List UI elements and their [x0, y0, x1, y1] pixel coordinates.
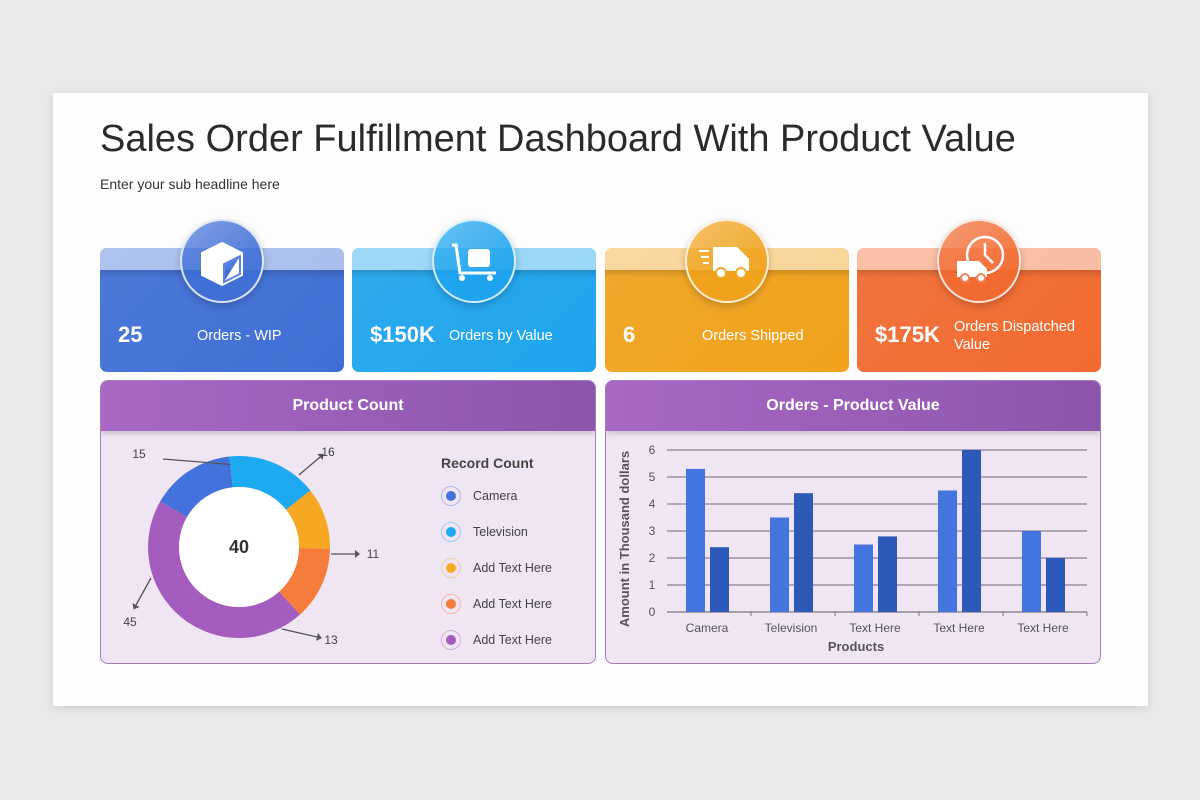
slice-label: 16: [321, 445, 335, 459]
page-subtitle: Enter your sub headline here: [100, 176, 280, 192]
donut-slice: [229, 456, 311, 510]
donut-slice: [160, 456, 233, 517]
donut-hole: [179, 487, 299, 607]
legend-dot-icon: [441, 522, 461, 542]
delivery-van-icon: [699, 247, 749, 279]
kpi-value: $175K: [875, 322, 940, 347]
kpi-card: $175K Orders Dispatched Value: [857, 219, 1101, 372]
callout-arrow: [281, 628, 318, 638]
donut-slice: [148, 501, 300, 638]
x-tick-label: Text Here: [1017, 621, 1069, 635]
slice-label: 11: [367, 547, 380, 561]
donut-center-label: 40: [229, 537, 249, 557]
slice-label: 13: [324, 633, 338, 647]
hand-truck-icon: [452, 243, 496, 281]
y-tick-label: 5: [649, 470, 656, 484]
x-axis-label: Products: [828, 639, 884, 654]
legend-label: Camera: [473, 489, 518, 503]
legend-dot-icon: [441, 558, 461, 578]
callout-arrow: [135, 577, 152, 606]
legend-label: Add Text Here: [473, 597, 552, 611]
kpi-card: 25 Orders - WIP: [100, 219, 344, 372]
bar: [938, 490, 957, 612]
x-tick-label: Camera: [686, 621, 729, 635]
box-icon: [201, 242, 243, 286]
kpi-label: Orders Dispatched Value: [954, 319, 1075, 353]
kpi-label: Orders - WIP: [197, 328, 282, 344]
y-axis-label: Amount in Thousand dollars: [617, 451, 632, 627]
bar: [1046, 558, 1065, 612]
legend-dot-icon: [441, 594, 461, 614]
panel-header: Product Count: [101, 381, 595, 431]
kpi-card: $150K Orders by Value: [352, 219, 596, 372]
legend-label: Television: [473, 525, 528, 539]
legend-dot-icon: [441, 630, 461, 650]
y-tick-label: 1: [649, 578, 656, 592]
bar: [878, 536, 897, 612]
kpi-value: 25: [118, 322, 143, 347]
bar: [1022, 531, 1041, 612]
van-clock-icon: [957, 235, 1005, 283]
arrow-head: [132, 603, 140, 610]
legend-title: Record Count: [441, 455, 534, 471]
donut-slice: [286, 490, 330, 549]
kpi-value: $150K: [370, 322, 435, 347]
bar: [962, 450, 981, 612]
icon-circle: [937, 219, 1021, 303]
x-tick-label: Television: [765, 621, 818, 635]
bar: [794, 493, 813, 612]
panel-header: Orders - Product Value: [606, 381, 1100, 431]
y-tick-label: 6: [649, 443, 656, 457]
arrow-head: [316, 633, 322, 641]
slice-label: 45: [123, 615, 137, 629]
kpi-label: Orders Shipped: [702, 328, 804, 344]
y-tick-label: 0: [649, 605, 656, 619]
icon-circle: [180, 219, 264, 303]
legend-label: Add Text Here: [473, 561, 552, 575]
y-tick-label: 4: [649, 497, 656, 511]
y-tick-label: 2: [649, 551, 656, 565]
icon-circle: [685, 219, 769, 303]
legend-label: Add Text Here: [473, 633, 552, 647]
kpi-label: Orders by Value: [449, 328, 553, 344]
kpi-card: 6 Orders Shipped: [605, 219, 849, 372]
kpi-value: 6: [623, 322, 636, 347]
callout-arrow: [298, 456, 321, 476]
icon-circle: [432, 219, 516, 303]
arrow-head: [317, 453, 324, 461]
bar: [686, 468, 705, 612]
page-title: Sales Order Fulfillment Dashboard With P…: [100, 118, 1016, 160]
bar: [770, 517, 789, 612]
donut-slice: [279, 548, 330, 615]
slice-label: 15: [132, 447, 146, 461]
x-tick-label: Text Here: [933, 621, 985, 635]
y-tick-label: 3: [649, 524, 656, 538]
legend-dot-icon: [441, 486, 461, 506]
arrow-head: [355, 550, 360, 558]
x-tick-label: Text Here: [849, 621, 901, 635]
bar: [854, 544, 873, 612]
bar: [710, 547, 729, 612]
